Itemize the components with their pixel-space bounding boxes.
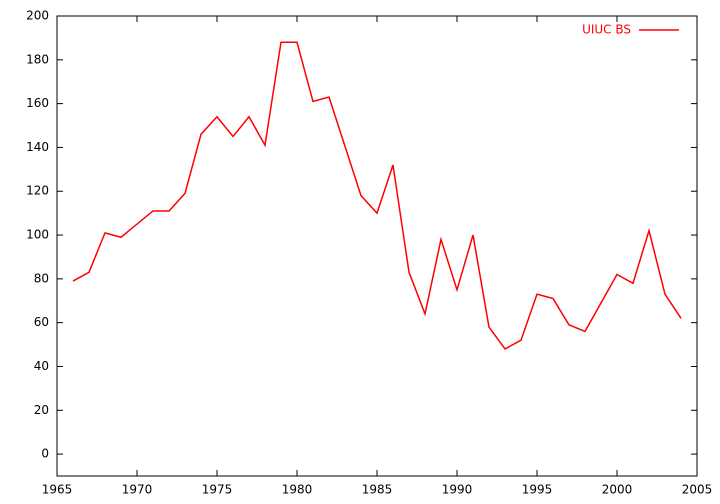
x-tick-label: 1970	[122, 483, 153, 497]
y-tick-label: 100	[26, 228, 49, 242]
plot-frame	[56, 15, 698, 477]
y-tick-label: 20	[34, 403, 49, 417]
x-tick-label: 1980	[282, 483, 313, 497]
y-tick-label: 80	[34, 271, 49, 285]
y-tick-label: 140	[26, 140, 49, 154]
x-tick-label: 1985	[362, 483, 393, 497]
y-tick-label: 60	[34, 315, 49, 329]
x-tick-label: 1975	[202, 483, 233, 497]
legend-label: UIUC BS	[582, 23, 631, 37]
y-tick-label: 120	[26, 184, 49, 198]
y-tick-label: 200	[26, 9, 49, 23]
y-tick-label: 160	[26, 96, 49, 110]
y-tick-label: 40	[34, 359, 49, 373]
data-line	[72, 41, 682, 350]
y-tick-label: 180	[26, 52, 49, 66]
x-tick-label: 2000	[602, 483, 633, 497]
x-tick-label: 1990	[442, 483, 473, 497]
x-tick-label: 1995	[522, 483, 553, 497]
x-tick-label: 1965	[42, 483, 73, 497]
y-tick-label: 0	[41, 447, 49, 461]
x-tick-label: 2005	[682, 483, 713, 497]
